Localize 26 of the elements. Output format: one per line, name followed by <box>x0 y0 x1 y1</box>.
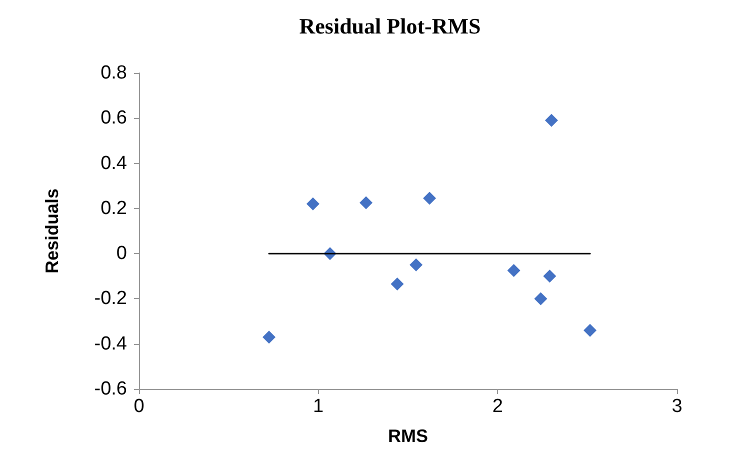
point <box>584 324 597 337</box>
point <box>534 292 548 306</box>
point <box>306 197 320 210</box>
y-tick-label: 0.6 <box>100 108 127 129</box>
point <box>410 258 423 272</box>
y-tick-label: 0.8 <box>100 62 127 84</box>
y-tick-label: -0.2 <box>94 288 127 310</box>
x-tick-label: 3 <box>672 396 682 417</box>
point <box>543 270 556 283</box>
point <box>360 196 373 210</box>
x-tick-label: 2 <box>492 396 503 417</box>
x-axis-title: RMS <box>388 426 428 446</box>
y-tick-label: -0.4 <box>94 333 128 354</box>
point <box>423 192 436 205</box>
x-tick-label: 1 <box>313 396 324 417</box>
y-tick-label: -0.6 <box>94 378 127 400</box>
chart-title: Residual Plot-RMS <box>299 14 481 38</box>
y-tick-label: 0 <box>116 243 127 264</box>
point <box>544 114 558 127</box>
x-tick-label: 0 <box>134 396 144 417</box>
y-tick-label: 0.2 <box>100 198 127 219</box>
point <box>390 278 404 291</box>
point <box>262 330 276 344</box>
point <box>507 264 520 277</box>
y-tick-label: 0.4 <box>100 152 128 174</box>
y-axis-title: Residuals <box>42 188 62 274</box>
